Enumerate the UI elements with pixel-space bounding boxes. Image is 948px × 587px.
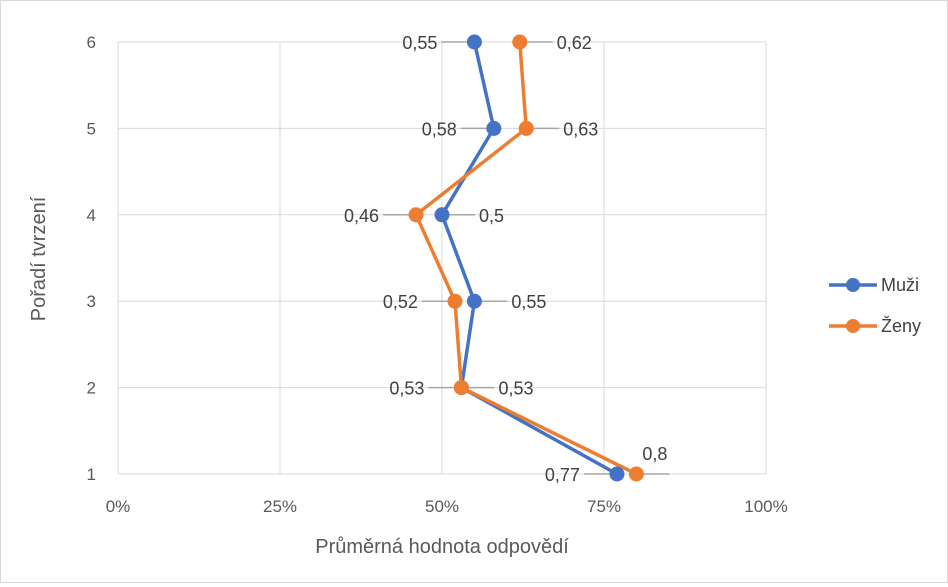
data-point	[466, 293, 482, 309]
data-point	[486, 120, 502, 136]
label-leader-lines	[383, 41, 670, 475]
data-label: 0,52	[383, 292, 418, 312]
data-point	[447, 293, 463, 309]
x-tick-label: 100%	[744, 497, 787, 516]
data-label: 0,5	[479, 206, 504, 226]
x-tick-label: 0%	[106, 497, 131, 516]
data-point	[518, 120, 534, 136]
y-tick-label: 6	[87, 33, 96, 52]
y-tick-label: 5	[87, 119, 96, 138]
data-point	[466, 34, 482, 50]
data-point	[609, 466, 625, 482]
x-tick-label: 50%	[425, 497, 459, 516]
y-axis-title: Pořadí tvrzení	[28, 196, 50, 321]
data-label: 0,53	[498, 379, 533, 399]
legend-marker	[846, 319, 860, 333]
axis-ticks: 0% 25% 50% 75% 100% 1 2 3 4 5 6	[87, 33, 788, 516]
data-point	[628, 466, 644, 482]
legend: Muži Ženy	[829, 275, 921, 336]
x-axis-title: Průměrná hodnota odpovědí	[315, 536, 569, 558]
data-label: 0,46	[344, 206, 379, 226]
data-point	[453, 380, 469, 396]
data-label: 0,8	[642, 444, 667, 464]
data-point	[408, 207, 424, 223]
x-tick-label: 75%	[587, 497, 621, 516]
data-label: 0,55	[402, 33, 437, 53]
data-label: 0,53	[389, 379, 424, 399]
x-tick-label: 25%	[263, 497, 297, 516]
data-labels: 0,77 0,53 0,55 0,5 0,58 0,55 0,8 0,53 0,52 0,46 0,…	[344, 33, 667, 485]
data-point	[434, 207, 450, 223]
series-points	[408, 34, 644, 482]
series-lines	[414, 41, 638, 476]
y-tick-label: 4	[87, 206, 96, 225]
series-line-muzi	[440, 41, 618, 476]
y-tick-label: 3	[87, 292, 96, 311]
y-tick-label: 1	[87, 465, 96, 484]
legend-label: Muži	[881, 275, 919, 295]
data-label: 0,77	[545, 465, 580, 485]
data-label: 0,58	[422, 119, 457, 139]
data-label: 0,62	[557, 33, 592, 53]
data-label: 0,63	[563, 119, 598, 139]
data-point	[512, 34, 528, 50]
y-tick-label: 2	[87, 379, 96, 398]
series-line-zeny	[414, 41, 638, 476]
gridlines	[117, 41, 767, 475]
legend-label: Ženy	[881, 316, 921, 336]
legend-marker	[846, 278, 860, 292]
data-label: 0,55	[511, 292, 546, 312]
